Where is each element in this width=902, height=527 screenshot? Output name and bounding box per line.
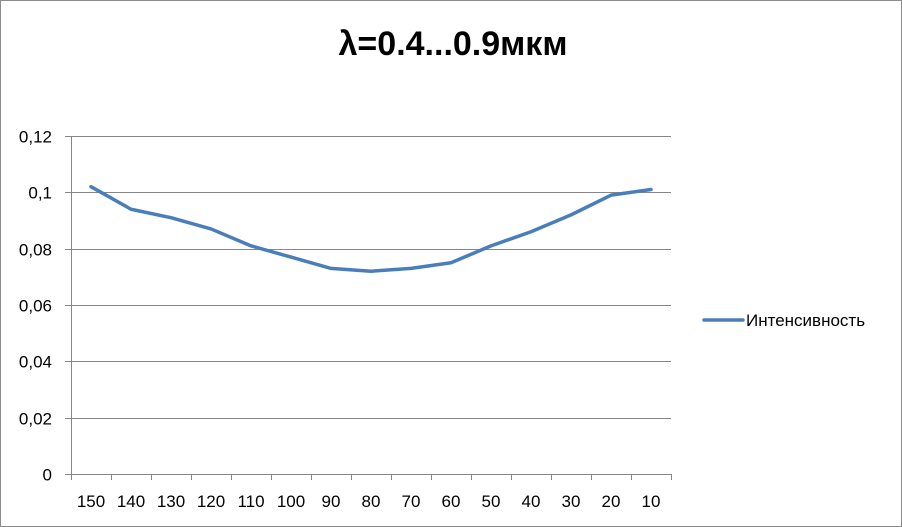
y-tick-label: 0,1 [28,184,52,203]
x-tick-label: 140 [117,492,145,511]
y-tick-labels: 0 0,02 0,04 0,06 0,08 0,1 0,12 [19,128,52,485]
gridlines [65,136,671,419]
x-tick-label: 40 [522,492,541,511]
x-tick-label: 90 [322,492,341,511]
x-tick-label: 30 [562,492,581,511]
x-tick-label: 130 [157,492,185,511]
legend-label: Интенсивность [746,311,865,330]
y-tick-label: 0,02 [19,410,52,429]
x-tick-label: 150 [77,492,105,511]
x-tick-label: 100 [277,492,305,511]
series-lines [89,184,653,273]
x-tick-label: 50 [482,492,501,511]
x-tick-label: 60 [442,492,461,511]
x-tick-label: 10 [642,492,661,511]
y-tick-label: 0,12 [19,128,52,147]
series-line [89,184,653,273]
x-tick-label: 20 [602,492,621,511]
x-tick-label: 110 [237,492,264,511]
y-tick-label: 0,08 [19,241,52,260]
x-tick-labels: 150 140 130 120 110 100 90 80 70 60 50 40 30 20 10 [77,492,661,511]
x-tick-label: 120 [197,492,225,511]
y-tick-label: 0,04 [19,353,52,372]
y-tick-label: 0,06 [19,297,52,316]
axes [65,136,672,480]
legend: Интенсивность [702,311,865,330]
y-tick-label: 0 [43,466,52,485]
x-tick-label: 80 [362,492,381,511]
chart-title: λ=0.4...0.9мкм [339,25,568,63]
x-tick-label: 70 [402,492,421,511]
